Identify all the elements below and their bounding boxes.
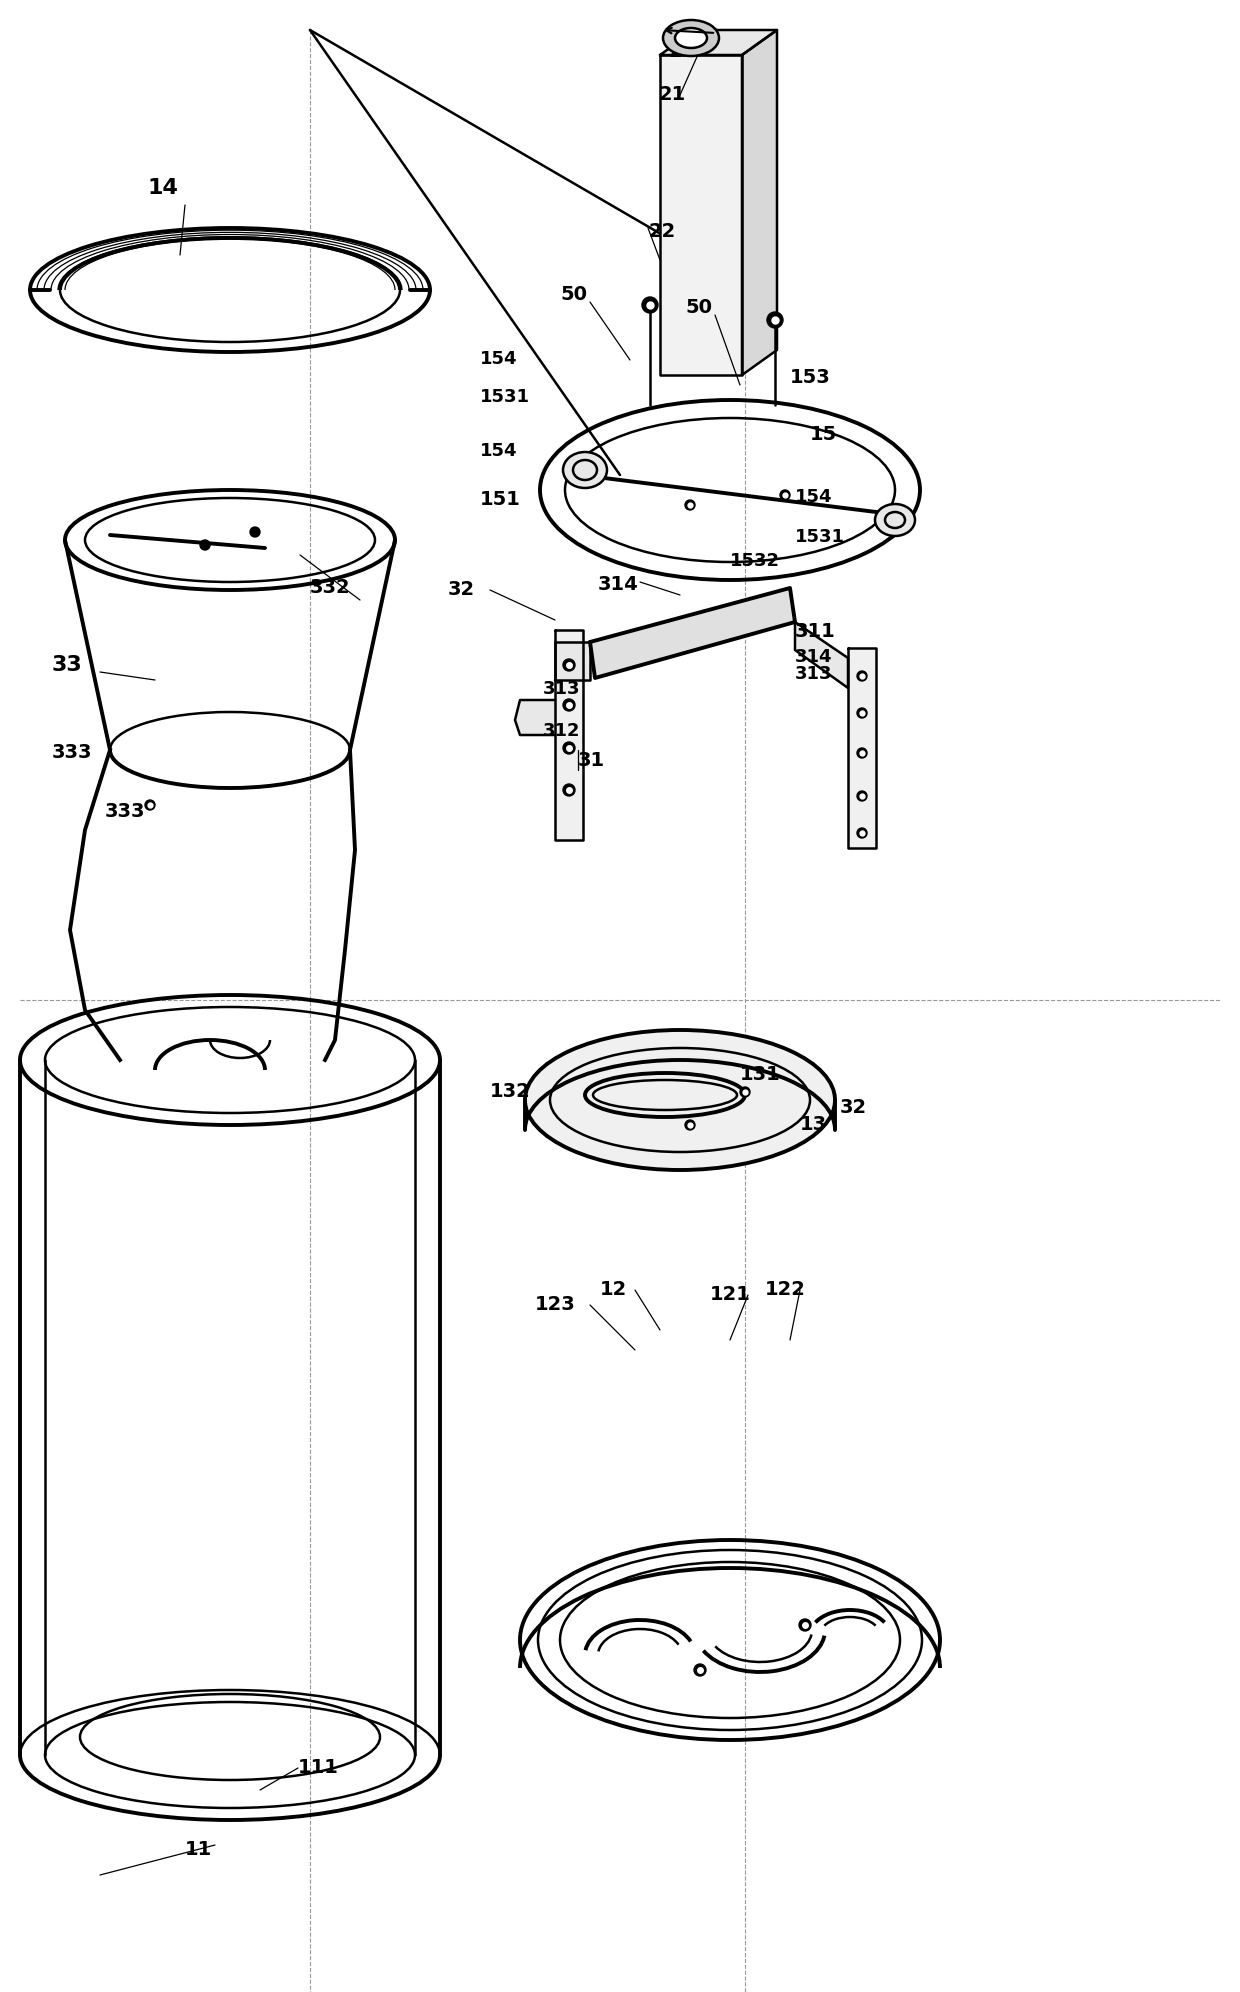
Circle shape [684, 1120, 694, 1129]
Text: 32: 32 [448, 580, 475, 600]
Circle shape [740, 1088, 750, 1098]
Text: 313: 313 [543, 679, 580, 697]
Text: 333: 333 [105, 803, 145, 821]
Ellipse shape [675, 28, 707, 48]
Circle shape [563, 741, 575, 755]
Text: 11: 11 [185, 1841, 212, 1859]
Circle shape [857, 671, 867, 681]
Text: 50: 50 [560, 285, 587, 305]
Text: 332: 332 [310, 578, 351, 598]
Text: 154: 154 [795, 488, 832, 506]
Text: 312: 312 [543, 721, 580, 739]
Text: 33: 33 [52, 655, 83, 675]
Text: 333: 333 [52, 743, 93, 763]
Polygon shape [556, 629, 583, 841]
Text: 122: 122 [765, 1281, 806, 1299]
Polygon shape [515, 699, 556, 735]
Circle shape [642, 297, 658, 313]
Circle shape [684, 500, 694, 510]
Circle shape [563, 699, 575, 711]
Text: 13: 13 [800, 1116, 827, 1133]
Text: 21: 21 [658, 86, 686, 104]
Text: 151: 151 [480, 490, 521, 510]
Text: 1531: 1531 [795, 528, 844, 546]
Text: 32: 32 [839, 1098, 867, 1118]
Text: 311: 311 [795, 622, 836, 641]
Text: 314: 314 [795, 647, 832, 665]
Text: 31: 31 [578, 751, 605, 769]
Circle shape [145, 801, 155, 811]
Circle shape [200, 540, 210, 550]
Text: 22: 22 [649, 221, 676, 241]
Circle shape [857, 791, 867, 801]
Text: 12: 12 [600, 1281, 627, 1299]
Ellipse shape [875, 504, 915, 536]
Text: 1531: 1531 [480, 388, 529, 406]
Circle shape [563, 785, 575, 797]
Circle shape [857, 829, 867, 839]
Polygon shape [590, 588, 795, 677]
Polygon shape [660, 30, 777, 56]
Polygon shape [848, 647, 875, 849]
Polygon shape [556, 641, 590, 679]
Text: 132: 132 [490, 1082, 531, 1102]
Polygon shape [660, 56, 742, 374]
Ellipse shape [525, 1030, 835, 1169]
Text: 50: 50 [684, 299, 712, 317]
Circle shape [780, 490, 790, 500]
Circle shape [563, 659, 575, 671]
Text: 15: 15 [810, 424, 837, 444]
Text: 314: 314 [598, 576, 639, 594]
Circle shape [694, 1663, 706, 1675]
Ellipse shape [663, 20, 719, 56]
Circle shape [857, 749, 867, 759]
Circle shape [250, 528, 260, 538]
Text: 313: 313 [795, 665, 832, 683]
Text: 14: 14 [148, 177, 179, 197]
Text: 121: 121 [711, 1285, 751, 1305]
Polygon shape [795, 622, 848, 687]
Text: 154: 154 [480, 442, 517, 460]
Text: 131: 131 [740, 1066, 781, 1084]
Polygon shape [742, 30, 777, 374]
Text: 154: 154 [480, 351, 517, 369]
Circle shape [857, 707, 867, 717]
Ellipse shape [563, 452, 608, 488]
Text: 111: 111 [298, 1759, 339, 1777]
Text: 153: 153 [790, 369, 831, 386]
Text: 20: 20 [668, 42, 694, 62]
Text: 154: 154 [730, 608, 768, 625]
Text: 123: 123 [534, 1295, 575, 1315]
Circle shape [799, 1619, 811, 1631]
Text: 1532: 1532 [730, 552, 780, 570]
Circle shape [768, 313, 782, 329]
